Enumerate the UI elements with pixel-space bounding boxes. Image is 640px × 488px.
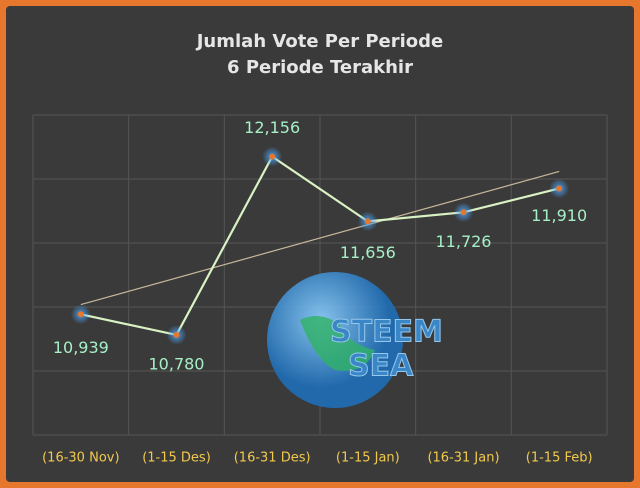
chart-title: Jumlah Vote Per Periode (195, 31, 444, 52)
logo-text: STEEM (330, 315, 443, 350)
point (173, 331, 180, 338)
x-tick-label: (1-15 Jan) (336, 451, 400, 466)
logo: STEEM SEA (267, 272, 443, 408)
trendline (80, 170, 560, 306)
point (269, 153, 276, 160)
x-tick-label: (16-30 Nov) (42, 451, 119, 466)
x-tick-label: (1-15 Feb) (526, 451, 593, 466)
point (460, 209, 467, 216)
point (364, 218, 371, 225)
series-line (80, 154, 560, 337)
data-label: 11,656 (340, 243, 396, 262)
data-label: 12,156 (244, 118, 300, 137)
x-tick-label: (1-15 Des) (142, 451, 211, 466)
chart-subtitle: 6 Periode Terakhir (227, 57, 413, 78)
data-label: 11,726 (436, 232, 492, 251)
point (77, 311, 84, 318)
data-label: 10,939 (53, 338, 109, 357)
logo-land (300, 316, 375, 371)
data-label: 11,910 (531, 206, 587, 225)
logo-text: SEA (348, 349, 414, 384)
x-tick-label: (16-31 Des) (234, 451, 311, 466)
data-label: 10,780 (149, 354, 205, 373)
x-tick-label: (16-31 Jan) (427, 451, 499, 466)
point (556, 185, 563, 192)
